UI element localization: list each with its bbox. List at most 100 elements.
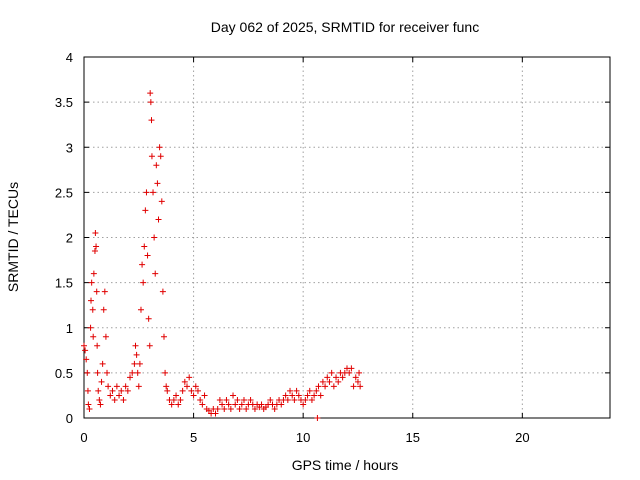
data-point — [83, 356, 90, 363]
data-point — [164, 387, 171, 394]
data-point — [243, 405, 250, 412]
x-tick-label: 5 — [190, 430, 197, 445]
data-point — [99, 360, 106, 367]
data-point — [98, 378, 105, 385]
data-point — [311, 392, 318, 399]
data-point — [267, 396, 274, 403]
data-point — [89, 306, 96, 313]
data-point — [227, 405, 234, 412]
data-point — [219, 401, 226, 408]
data-point — [177, 396, 184, 403]
data-point — [322, 383, 329, 390]
data-point — [105, 383, 112, 390]
x-tick-label: 15 — [406, 430, 420, 445]
data-point — [111, 396, 118, 403]
data-point — [348, 365, 355, 372]
x-tick-label: 0 — [80, 430, 87, 445]
data-point — [212, 410, 219, 417]
data-point — [335, 378, 342, 385]
data-point — [179, 387, 186, 394]
data-point — [91, 248, 98, 255]
data-point — [225, 401, 232, 408]
data-point — [145, 315, 152, 322]
y-tick-label: 2 — [66, 231, 73, 246]
data-point — [88, 279, 95, 286]
data-point — [289, 392, 296, 399]
data-point — [144, 252, 151, 259]
data-point — [102, 333, 109, 340]
data-point — [184, 383, 191, 390]
data-point — [129, 369, 136, 376]
data-point — [88, 297, 95, 304]
data-point — [339, 374, 346, 381]
data-point — [291, 396, 298, 403]
data-point — [159, 288, 166, 295]
data-point — [140, 279, 147, 286]
data-point — [240, 396, 247, 403]
grid-lines — [84, 57, 610, 418]
data-point — [124, 387, 131, 394]
data-point — [97, 401, 104, 408]
data-point — [148, 153, 155, 160]
data-point — [163, 383, 170, 390]
data-point — [100, 306, 107, 313]
data-point — [170, 396, 177, 403]
y-tick-label: 2.5 — [55, 185, 73, 200]
data-point — [94, 342, 101, 349]
data-point — [192, 383, 199, 390]
data-point — [137, 306, 144, 313]
data-point — [304, 392, 311, 399]
data-point — [282, 392, 289, 399]
data-point — [95, 387, 102, 394]
data-point — [319, 378, 326, 385]
data-point — [287, 387, 294, 394]
data-point — [157, 153, 164, 160]
data-point — [234, 396, 241, 403]
data-point — [136, 360, 143, 367]
data-point — [146, 342, 153, 349]
data-point — [116, 392, 123, 399]
data-point — [107, 392, 114, 399]
data-point — [330, 383, 337, 390]
data-point — [84, 369, 91, 376]
x-tick-labels: 0 5 10 15 20 — [80, 430, 529, 445]
data-point — [251, 405, 258, 412]
data-point — [141, 243, 148, 250]
chart-title: Day 062 of 2025, SRMTID for receiver fun… — [211, 19, 479, 35]
data-point — [85, 401, 92, 408]
data-point — [247, 396, 254, 403]
data-point — [350, 383, 357, 390]
data-point — [150, 189, 157, 196]
data-point — [120, 396, 127, 403]
data-point — [295, 392, 302, 399]
data-point — [186, 374, 193, 381]
data-point — [148, 117, 155, 124]
data-point — [324, 374, 331, 381]
data-point — [87, 324, 94, 331]
data-point — [93, 243, 100, 250]
data-point — [133, 351, 140, 358]
data-point — [356, 369, 363, 376]
data-point — [315, 383, 322, 390]
data-point — [238, 401, 245, 408]
data-point — [199, 401, 206, 408]
data-points — [81, 90, 364, 421]
data-point — [181, 378, 188, 385]
data-point — [109, 387, 116, 394]
data-point — [221, 405, 228, 412]
data-point — [132, 342, 139, 349]
data-point — [352, 374, 359, 381]
data-point — [216, 396, 223, 403]
data-point — [328, 369, 335, 376]
data-point — [84, 387, 91, 394]
data-point — [94, 369, 101, 376]
data-point — [81, 342, 87, 349]
data-point — [357, 383, 364, 390]
data-point — [314, 415, 321, 421]
x-axis-title: GPS time / hours — [292, 457, 399, 473]
data-point — [258, 401, 265, 408]
data-point — [168, 401, 175, 408]
data-point — [197, 396, 204, 403]
data-point — [173, 392, 180, 399]
